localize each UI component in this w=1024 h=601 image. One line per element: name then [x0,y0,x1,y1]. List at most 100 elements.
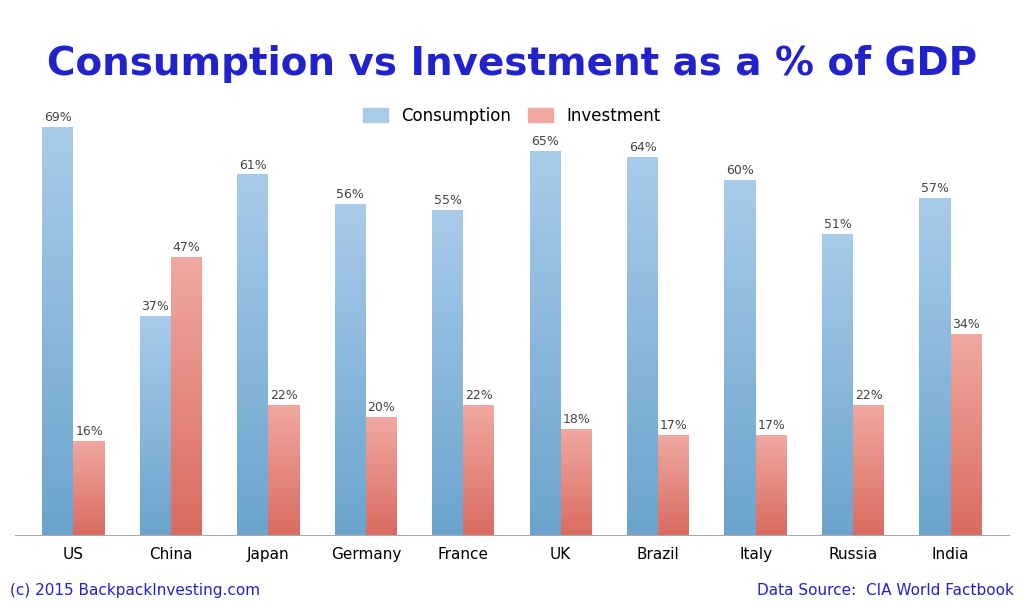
Bar [432,395,463,398]
Bar [432,480,463,483]
Bar [42,482,74,486]
Bar [756,442,786,443]
Bar [238,355,268,358]
Bar [920,323,950,326]
Bar [366,533,397,534]
Bar [74,469,104,470]
Bar [920,320,950,323]
Bar [627,300,658,304]
Bar [658,475,689,476]
Bar [463,508,495,509]
Bar [171,316,202,319]
Bar [950,527,982,529]
Bar [335,370,366,373]
Bar [432,444,463,447]
Bar [238,373,268,376]
Bar [268,460,300,461]
Bar [268,513,300,514]
Bar [822,373,853,376]
Bar [658,513,689,514]
Bar [724,237,756,241]
Bar [238,423,268,427]
Bar [335,393,366,396]
Bar [658,474,689,475]
Bar [74,492,104,493]
Bar [529,427,561,432]
Bar [822,511,853,514]
Bar [529,170,561,174]
Bar [529,224,561,228]
Bar [920,461,950,465]
Bar [463,498,495,499]
Bar [658,435,689,436]
Bar [366,451,397,453]
Bar [139,487,171,489]
Bar [950,344,982,346]
Bar [724,361,756,365]
Bar [529,316,561,320]
Bar [42,176,74,180]
Bar [920,340,950,343]
Bar [529,289,561,293]
Bar [139,504,171,507]
Bar [463,447,495,448]
Bar [42,495,74,498]
Bar [822,457,853,460]
Bar [561,434,592,435]
Bar [756,447,786,448]
Bar [529,397,561,401]
Bar [366,470,397,471]
Bar [366,529,397,531]
Bar [139,404,171,406]
Bar [463,521,495,522]
Bar [853,418,885,419]
Bar [74,513,104,514]
Bar [74,520,104,521]
Bar [561,530,592,531]
Bar [139,424,171,426]
Bar [171,407,202,410]
Bar [171,435,202,438]
Bar [950,336,982,338]
Bar [627,195,658,198]
Bar [561,445,592,446]
Bar [463,444,495,445]
Bar [920,370,950,373]
Bar [335,436,366,439]
Bar [139,408,171,410]
Bar [627,406,658,410]
Bar [139,474,171,476]
Bar [335,462,366,466]
Bar [366,433,397,435]
Bar [561,484,592,485]
Bar [853,461,885,462]
Bar [724,273,756,276]
Bar [920,293,950,296]
Bar [920,518,950,522]
Bar [561,521,592,522]
Bar [822,526,853,529]
Bar [920,259,950,262]
Bar [268,429,300,430]
Bar [724,471,756,475]
Bar [335,400,366,403]
Bar [529,528,561,531]
Bar [171,305,202,307]
Bar [42,372,74,376]
Bar [139,437,171,439]
Bar [561,504,592,505]
Bar [335,366,366,370]
Bar [756,478,786,479]
Bar [950,445,982,447]
Bar [171,346,202,349]
Bar [171,288,202,291]
Bar [42,429,74,433]
Bar [627,410,658,414]
Bar [529,343,561,347]
Bar [853,419,885,421]
Bar [853,474,885,475]
Bar [335,525,366,528]
Bar [822,379,853,382]
Bar [920,394,950,397]
Bar [724,432,756,436]
